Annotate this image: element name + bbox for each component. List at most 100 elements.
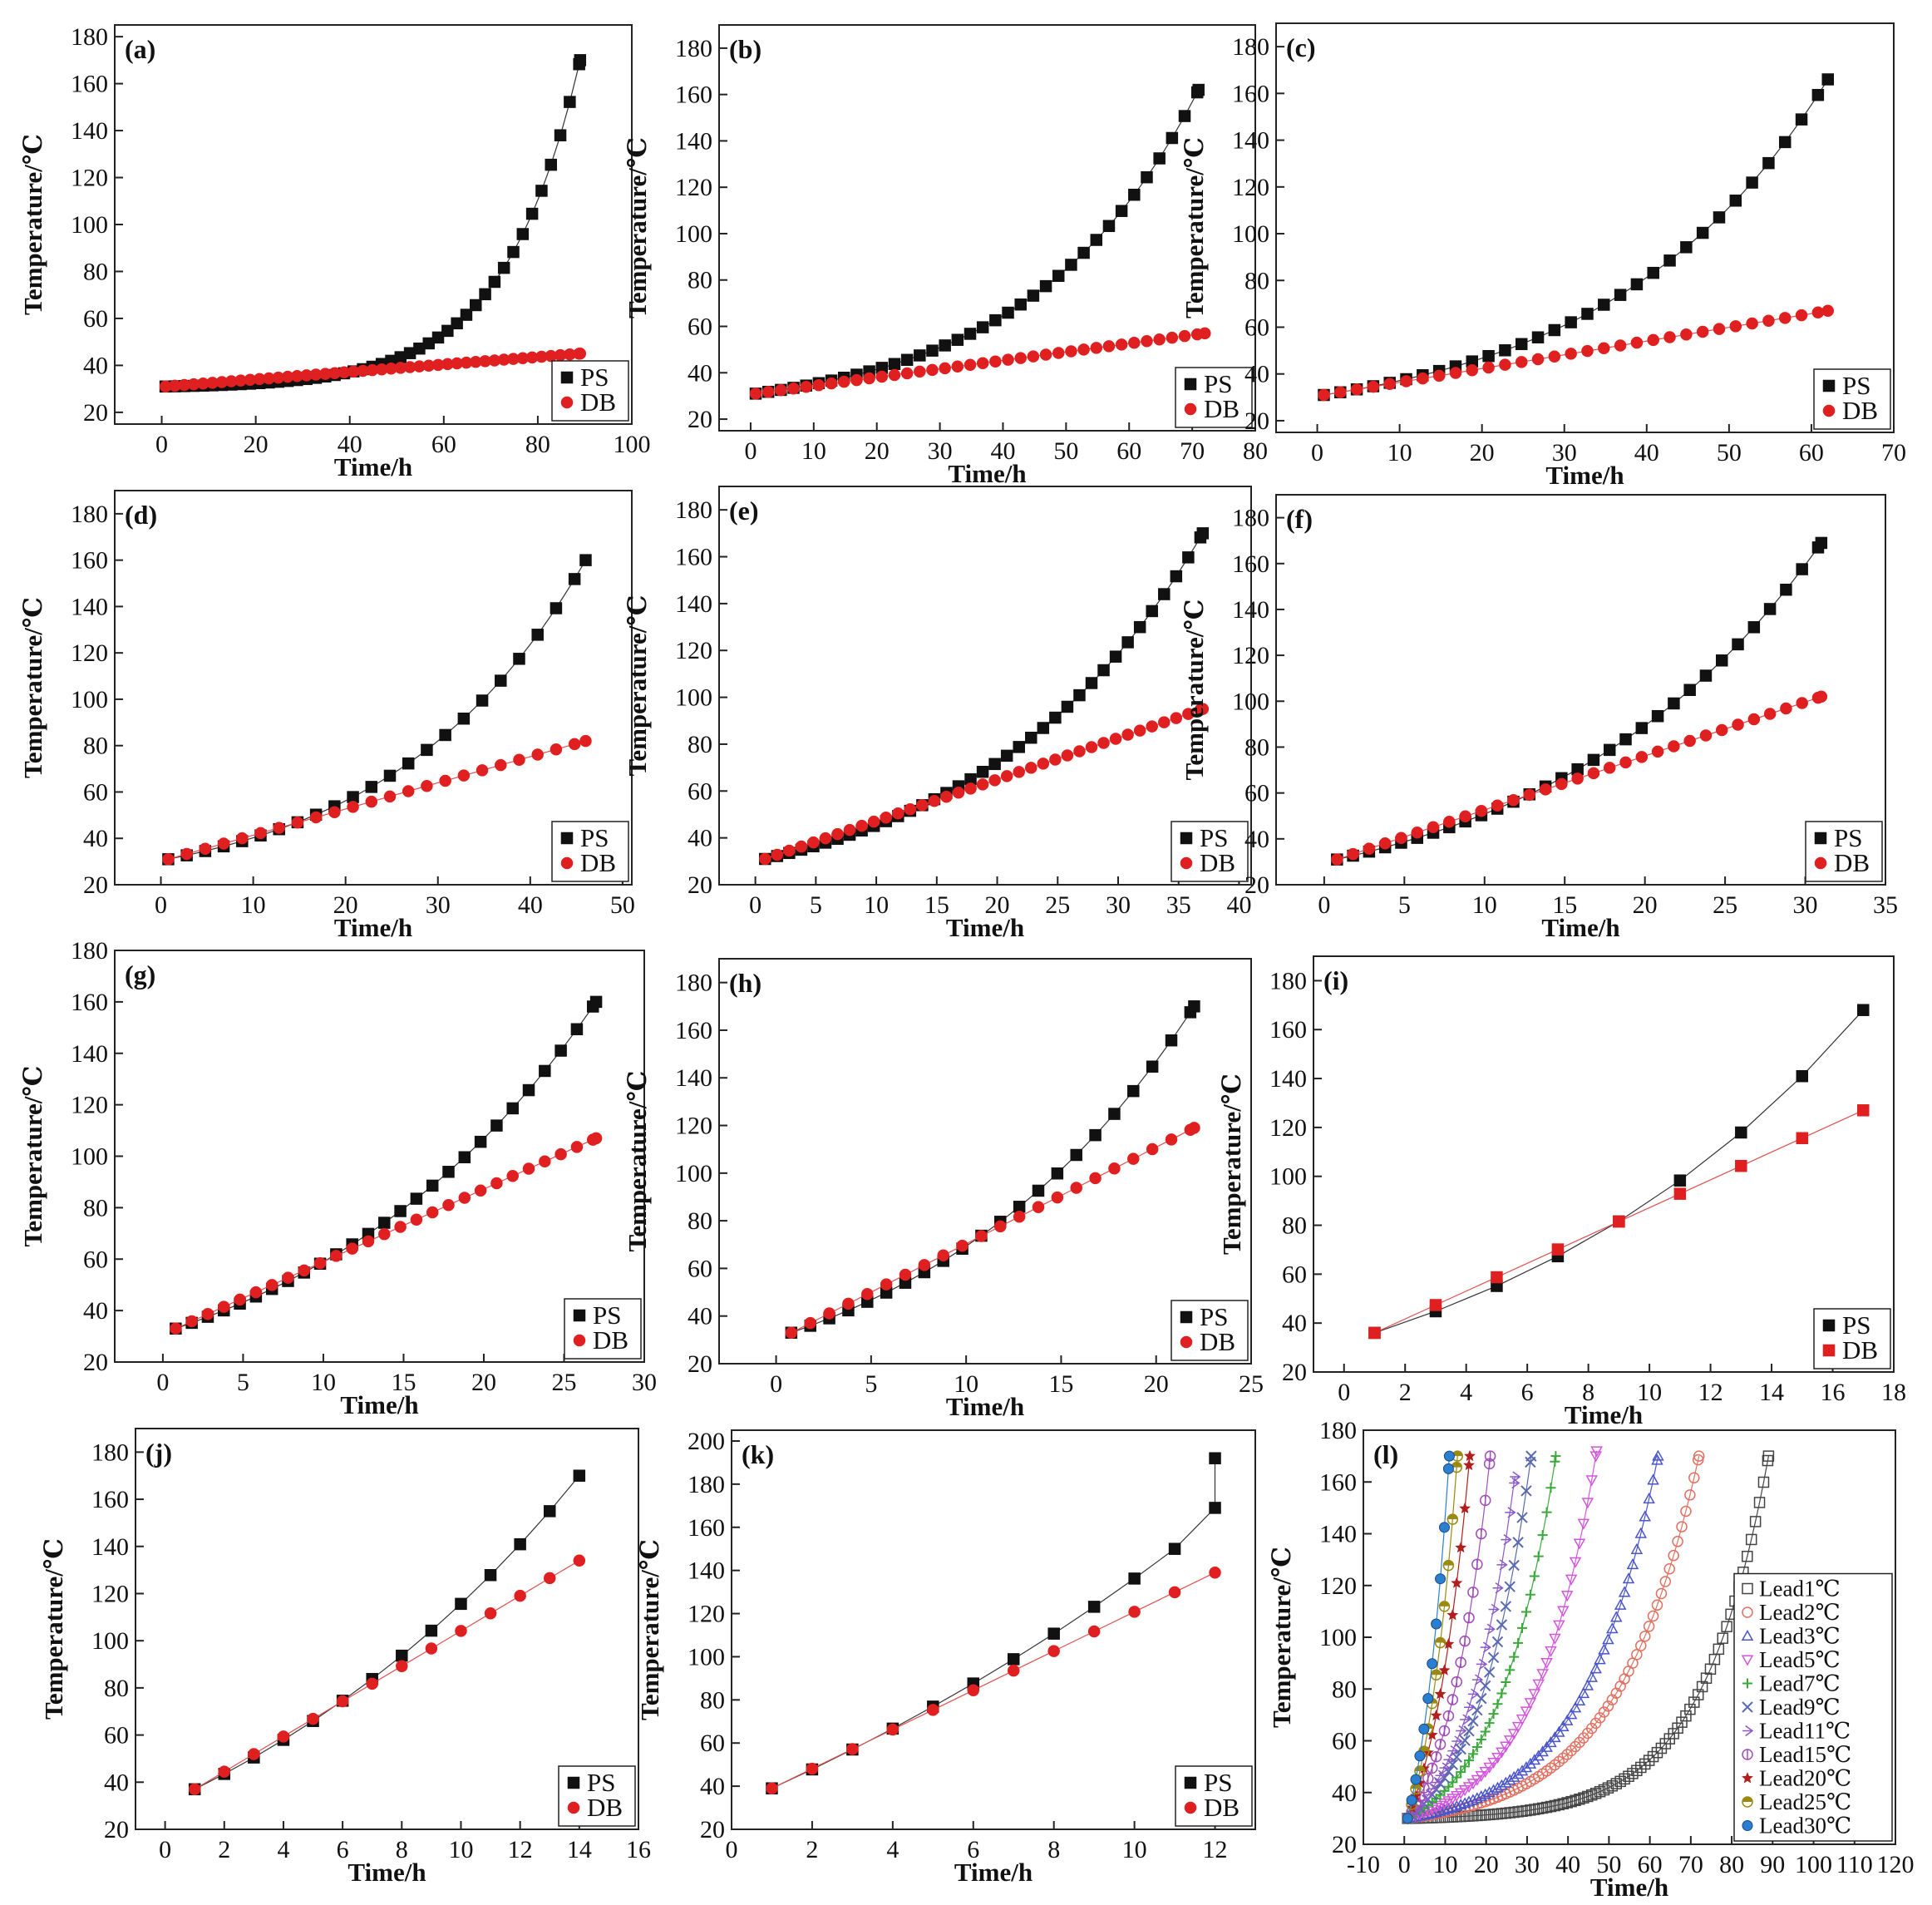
series-line [194,1475,580,1790]
data-point [1676,1716,1688,1728]
y-tick-label: 20 [1282,1359,1307,1386]
data-point [180,847,193,861]
legend-marker [1822,1344,1836,1357]
series-Lead3℃ [1401,1449,1664,1824]
y-tick-label: 20 [83,399,108,427]
legend-label: DB [1200,1327,1235,1356]
data-point [804,1316,816,1330]
data-point [1484,1623,1496,1635]
y-tick-label: 60 [1244,780,1269,807]
data-point [1121,728,1134,741]
data-point [771,848,784,861]
data-point [402,785,415,797]
data-point [1581,308,1594,320]
data-point [1000,749,1013,762]
data-point [506,1170,519,1182]
legend-label: DB [1204,1793,1240,1822]
data-point [1692,1689,1704,1700]
data-point [1347,847,1359,861]
data-point [1451,1577,1463,1588]
data-point [1631,1649,1643,1661]
y-tick-label: 120 [675,1113,712,1140]
data-point [1614,289,1627,301]
series-DB [162,734,592,866]
data-point [1500,1741,1512,1753]
plot-frame [1275,494,1886,886]
data-point [1209,1452,1221,1464]
data-point [1525,1804,1536,1816]
legend-label: Lead2℃ [1759,1600,1841,1625]
data-point [1565,1708,1578,1720]
data-point [1462,1795,1476,1807]
y-tick-label: 180 [675,970,712,997]
data-point [940,791,953,803]
data-point [1121,636,1134,649]
data-point [1594,1653,1606,1665]
data-point [1634,1527,1648,1538]
y-tick-label: 120 [71,639,108,667]
data-point [1406,1794,1417,1806]
data-point [1089,1128,1102,1142]
data-point [1511,1721,1525,1733]
data-point [1795,113,1808,126]
data-point [1166,131,1179,145]
data-point [1438,1664,1451,1676]
data-point [1108,1162,1121,1175]
data-point [1065,259,1077,271]
data-point [1128,1606,1141,1618]
x-axis-label: Time/h [954,1858,1033,1887]
data-point [1577,1687,1590,1699]
data-point [1430,1709,1442,1721]
data-point [1757,1476,1770,1488]
legend-marker [560,396,574,409]
data-point [1509,1651,1520,1662]
legend-marker [1741,1629,1754,1641]
data-point [564,96,576,108]
series-DB [759,703,1210,866]
x-tick-label: 90 [1760,1851,1785,1878]
data-point [1598,342,1610,355]
data-point [495,674,507,687]
legend-label: Lead11℃ [1759,1719,1851,1744]
x-tick-label: 0 [744,437,757,465]
data-point [1133,724,1146,737]
data-point [989,355,1002,368]
legend-marker [1742,1725,1754,1737]
data-point [1334,386,1347,398]
y-tick-label: 20 [104,1816,129,1843]
series-DB [1318,304,1834,402]
data-point [806,1762,819,1775]
data-point [989,313,1002,327]
legend-marker [560,856,574,870]
legend-marker [1180,1310,1193,1324]
y-tick-label: 80 [688,267,712,294]
legend-label: Lead15℃ [1759,1742,1851,1767]
data-point [1027,350,1040,363]
data-point [185,1315,198,1328]
x-tick-label: 0 [770,1370,782,1398]
data-point [1454,1799,1467,1810]
data-point [1443,816,1456,828]
data-point [1363,842,1376,855]
x-tick-label: 30 [1106,891,1131,919]
y-tick-label: 20 [688,871,712,899]
data-point [880,1278,893,1291]
series-DB [749,327,1211,400]
data-point [1589,1451,1602,1463]
data-point [975,1230,988,1242]
data-point [1410,1774,1422,1785]
x-tick-label: 8 [396,1836,408,1863]
y-tick-label: 80 [104,1675,129,1702]
legend-label: Lead25℃ [1759,1789,1851,1814]
x-tick-label: 20 [1633,891,1658,919]
data-point [1128,1572,1141,1585]
data-point [1762,156,1775,170]
x-tick-label: 10 [448,1836,473,1863]
series-DB [170,1132,603,1335]
data-point [1655,1587,1668,1600]
y-tick-label: 140 [71,593,108,620]
panel-f: 0 5 10 15 20 25 30 3520406080100120140160180Tim… [1180,494,1898,942]
legend-marker [1184,1776,1197,1789]
data-point [1857,1104,1870,1117]
data-point [1014,352,1027,364]
